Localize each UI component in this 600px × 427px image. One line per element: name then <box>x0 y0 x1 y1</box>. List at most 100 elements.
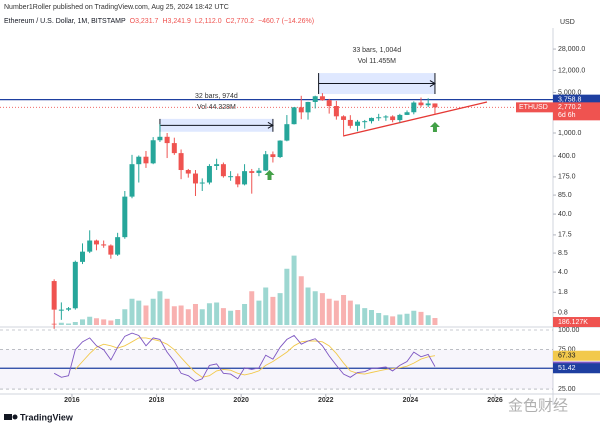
price-label-bg <box>553 94 600 105</box>
rsi-tick-label: 100.00 <box>558 327 580 334</box>
price-label: 2,770.2 <box>558 104 581 111</box>
volume-bar <box>333 300 339 325</box>
symbol-line: Ethereum / U.S. Dollar, 1M, BITSTAMP O3,2… <box>4 18 314 25</box>
rsi-value-label-bg <box>553 350 600 361</box>
candle-body <box>277 140 283 158</box>
symbol-tag: ETHUSD <box>519 104 548 111</box>
candle-body <box>242 171 248 185</box>
volume-label-bg <box>553 317 600 328</box>
candle-body <box>87 240 93 252</box>
candle-body <box>326 100 332 107</box>
candle-body <box>228 176 234 178</box>
rsi-value-label: 67.33 <box>558 353 576 360</box>
candle-body <box>171 143 177 154</box>
volume-bar <box>284 268 290 325</box>
y-tick-label: 40.0 <box>558 211 572 218</box>
y-tick-label: 17.5 <box>558 232 572 239</box>
x-tick-label: 2026 <box>487 397 503 404</box>
volume-bar <box>101 319 107 325</box>
candle-body <box>376 117 382 119</box>
volume-bar <box>58 322 64 325</box>
y-tick-label: 85.0 <box>558 192 572 199</box>
volume-bar <box>397 314 403 325</box>
volume-bar <box>129 298 135 325</box>
candle-body <box>93 240 99 245</box>
brand-logo <box>4 414 18 420</box>
candle-body <box>319 96 325 101</box>
candle-body <box>411 102 417 113</box>
candle-body <box>397 114 403 121</box>
candle-body <box>355 121 361 126</box>
volume-bar <box>87 316 93 325</box>
volume-bar <box>312 291 318 325</box>
range-label-bg <box>344 44 409 69</box>
volume-bar <box>376 313 382 325</box>
x-tick-label: 2020 <box>233 397 249 404</box>
volume-bar <box>185 309 191 325</box>
volume-bar <box>418 311 424 325</box>
x-tick-label: 2024 <box>403 397 419 404</box>
candle-body <box>368 117 374 122</box>
signal-arrow <box>429 121 440 132</box>
candle-body <box>383 116 389 118</box>
candle-body <box>362 121 368 123</box>
brand: TradingView <box>20 412 74 422</box>
volume-bar <box>326 298 332 325</box>
volume-bar <box>256 300 262 325</box>
y-tick-label: 1.8 <box>558 289 568 296</box>
volume-bar <box>347 300 353 325</box>
volume-bar <box>305 287 311 325</box>
volume-bar <box>214 302 220 325</box>
candle-body <box>249 171 255 173</box>
volume-bar <box>432 318 438 325</box>
y-tick-label: 1,000.0 <box>558 130 581 137</box>
candle-body <box>66 308 72 310</box>
volume-bar <box>80 319 86 325</box>
volume-bar <box>115 319 121 325</box>
candle-body <box>432 103 438 108</box>
volume-bar <box>263 287 269 325</box>
candle-body <box>263 154 269 171</box>
ohlc-value: H3,241.9 <box>162 18 191 25</box>
y-tick-label: 5,000.0 <box>558 89 581 96</box>
candle-body <box>115 237 121 255</box>
price-label: 3,758.8 <box>558 96 581 103</box>
candle-body <box>284 124 290 141</box>
arrow-head <box>267 121 274 129</box>
ohlc-value: −460.7 (−14.26%) <box>258 18 314 25</box>
candle-body <box>347 119 353 126</box>
candle-body <box>333 106 339 117</box>
countdown: 6d 6h <box>558 112 576 119</box>
volume-bar <box>108 320 114 325</box>
candle-body <box>206 165 212 183</box>
symbol-tag-bg <box>516 102 553 113</box>
volume-bar <box>277 293 283 325</box>
volume-bar <box>228 310 234 325</box>
candle-body <box>425 103 431 106</box>
candle-body <box>108 245 114 255</box>
volume-bar <box>157 291 163 325</box>
candle-body <box>220 164 226 177</box>
volume-bar <box>171 306 177 325</box>
rsi-value-label-bg <box>553 363 600 374</box>
candle-body <box>291 107 297 125</box>
candle-body <box>157 136 163 141</box>
volume-bar <box>192 304 198 325</box>
logo-dot <box>12 414 18 420</box>
watermark: 金色财经 <box>508 397 568 415</box>
volume-bar <box>220 308 226 325</box>
trendline <box>342 101 488 137</box>
candle-body <box>390 116 396 121</box>
x-tick-label: 2016 <box>64 397 80 404</box>
candle-body <box>235 176 241 185</box>
rsi-tick-label: 25.00 <box>558 386 576 393</box>
volume-bar <box>72 322 78 325</box>
candle-body <box>256 170 262 173</box>
candle-body <box>185 170 191 174</box>
volume-label: 186.127K <box>558 319 588 326</box>
x-tick-label: 2022 <box>318 397 334 404</box>
candle-body <box>270 154 276 158</box>
